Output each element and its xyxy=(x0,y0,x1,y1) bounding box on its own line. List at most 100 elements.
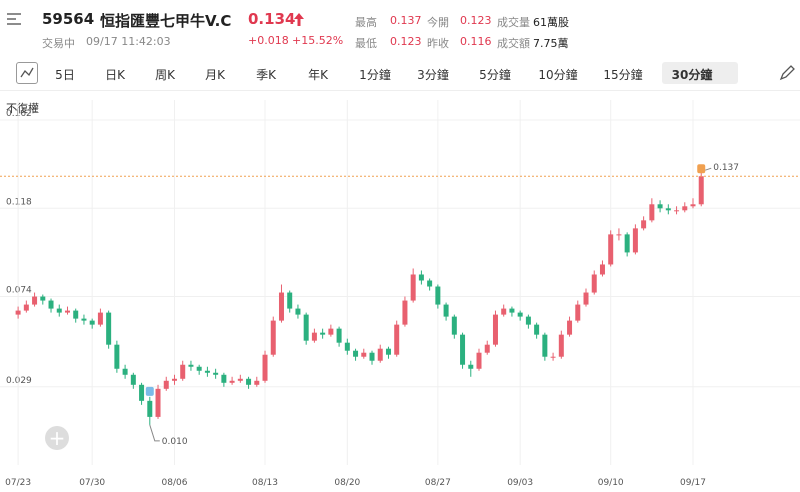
x-tick-label: 07/23 xyxy=(5,478,31,488)
candle-body xyxy=(599,264,605,275)
candle-body xyxy=(106,312,112,345)
candle-body xyxy=(558,334,564,357)
candle-body xyxy=(81,318,87,321)
x-tick-label: 09/17 xyxy=(680,478,706,488)
candle-body xyxy=(32,296,38,305)
candle-body xyxy=(287,292,293,309)
stat-label: 成交額 xyxy=(497,37,530,50)
status: 交易中 xyxy=(42,37,75,50)
annotation: 0.137 xyxy=(713,163,739,173)
x-tick-label: 08/20 xyxy=(334,478,360,488)
candle-body xyxy=(410,274,416,301)
candle-body xyxy=(171,378,177,381)
candle-body xyxy=(344,342,350,351)
change: +0.018 xyxy=(248,34,289,47)
x-tick-label: 09/03 xyxy=(507,478,533,488)
candle-body xyxy=(460,334,466,365)
tab[interactable]: 日K xyxy=(105,68,125,82)
add-button[interactable]: + xyxy=(45,426,69,450)
y-tick-label: 0.118 xyxy=(6,197,32,207)
marker xyxy=(145,386,154,396)
code: 59564 xyxy=(42,10,95,28)
x-tick-label: 09/10 xyxy=(598,478,624,488)
candle-body xyxy=(336,328,342,343)
candle-body xyxy=(237,378,243,381)
candle-body xyxy=(476,352,482,369)
leader xyxy=(149,424,160,442)
candle-body xyxy=(575,304,581,321)
y-tick-label: 0.162 xyxy=(6,109,32,119)
candle-body xyxy=(320,332,326,335)
candle-body xyxy=(97,312,103,325)
candle-body xyxy=(616,234,622,236)
candle-body xyxy=(509,308,515,313)
line-icon xyxy=(20,67,34,78)
candle-body xyxy=(163,380,169,389)
candle-body xyxy=(204,370,210,373)
candle-body xyxy=(427,280,433,287)
candle-body xyxy=(468,364,474,369)
candle-body xyxy=(246,378,252,385)
stat-value: 0.123 xyxy=(460,14,492,27)
tab[interactable]: 3分鐘 xyxy=(417,68,449,82)
candle-body xyxy=(649,204,655,221)
candle-body xyxy=(517,312,523,317)
candle-body xyxy=(188,364,194,367)
divider xyxy=(0,90,800,91)
tab[interactable]: 月K xyxy=(205,68,225,82)
candle-body xyxy=(353,350,359,357)
y-tick-label: 0.074 xyxy=(6,286,32,296)
up-arrow xyxy=(294,13,304,26)
candle-body xyxy=(229,380,235,383)
candle-body xyxy=(534,324,540,335)
marker xyxy=(697,164,706,174)
tab[interactable]: 10分鐘 xyxy=(538,68,578,82)
candle-body xyxy=(114,344,120,369)
candle-body xyxy=(492,314,498,345)
candle-body xyxy=(262,354,268,381)
tab[interactable]: 5日 xyxy=(55,68,75,82)
candle-body xyxy=(418,274,424,281)
candle-body xyxy=(542,334,548,357)
candle-body xyxy=(89,320,95,325)
candle-body xyxy=(690,204,696,207)
menu-icon[interactable] xyxy=(6,12,22,26)
leader xyxy=(705,167,712,171)
candle-body xyxy=(443,304,449,317)
candle-body xyxy=(394,324,400,355)
tab[interactable]: 5分鐘 xyxy=(479,68,511,82)
tab[interactable]: 年K xyxy=(308,68,328,82)
candle-body xyxy=(567,320,573,335)
candle-body xyxy=(155,388,161,417)
draw-icon[interactable] xyxy=(778,64,796,82)
candle-body xyxy=(40,296,46,301)
candle-body xyxy=(361,352,367,357)
candle-body xyxy=(23,304,29,311)
candle-body xyxy=(583,292,589,305)
tab[interactable]: 30分鐘 xyxy=(671,68,713,82)
adjust-label: 不復權 xyxy=(6,102,39,115)
candle-body xyxy=(56,308,62,313)
candle-body xyxy=(295,308,301,315)
candle-body xyxy=(674,210,680,212)
tab[interactable]: 季K xyxy=(256,68,276,82)
price: 0.134 xyxy=(248,10,296,28)
candle-body xyxy=(130,374,136,385)
x-tick-label: 08/13 xyxy=(252,478,278,488)
candle-body xyxy=(608,234,614,265)
tab[interactable]: 15分鐘 xyxy=(603,68,643,82)
candle-body xyxy=(270,320,276,355)
candle-body xyxy=(64,310,70,313)
tab[interactable]: 周K xyxy=(155,68,175,82)
candle-body xyxy=(451,316,457,335)
tab[interactable]: 1分鐘 xyxy=(359,68,391,82)
candle-body xyxy=(278,292,284,321)
candle-body xyxy=(525,316,531,325)
change-pct: +15.52% xyxy=(292,34,344,47)
candle-body xyxy=(682,206,688,211)
chart-toggle[interactable] xyxy=(16,62,38,84)
candle-body xyxy=(377,348,383,361)
candle-body xyxy=(369,352,375,361)
candle-body xyxy=(122,368,128,375)
